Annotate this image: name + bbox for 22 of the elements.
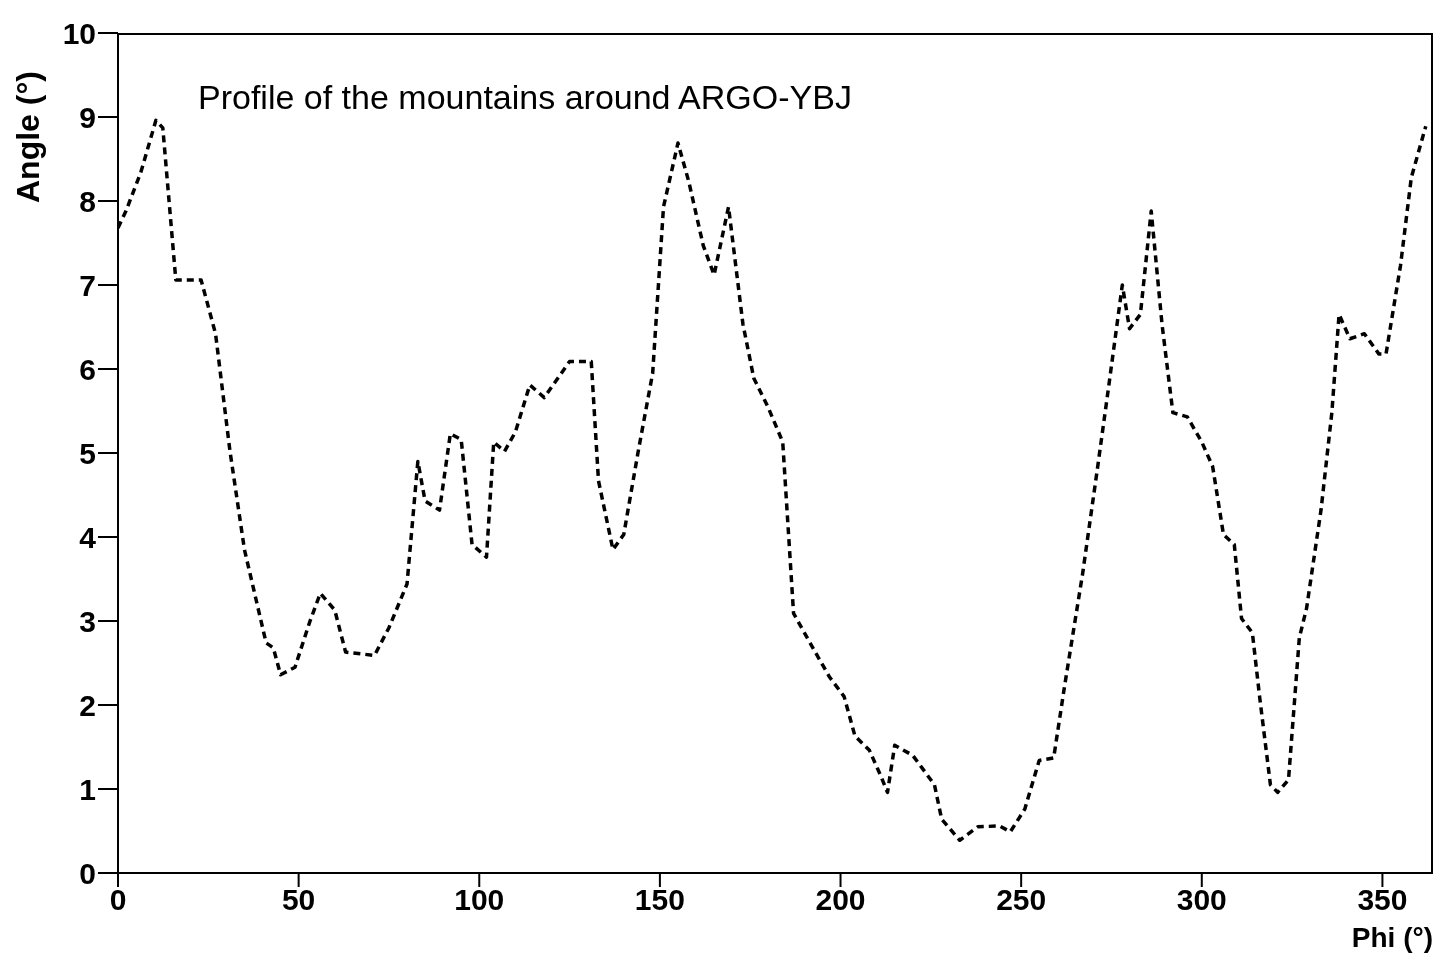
y-tick-label: 3 xyxy=(79,604,96,638)
y-tick-label: 1 xyxy=(79,772,96,806)
y-tick-label: 0 xyxy=(79,856,96,890)
y-axis-title: Angle (°) xyxy=(10,70,47,203)
text: Profile of the mountains around ARGO-YBJ xyxy=(198,78,852,117)
x-tick-label: 200 xyxy=(815,883,866,917)
y-tick-label: 4 xyxy=(79,520,97,554)
y-tick-label: 8 xyxy=(79,184,96,218)
x-tick-label: 50 xyxy=(281,883,316,917)
x-tick-label: 0 xyxy=(109,883,127,917)
x-tick-label: 350 xyxy=(1357,883,1408,917)
y-tick-label: 10 xyxy=(62,16,96,50)
x-axis-title: Phi (°) xyxy=(1351,922,1433,954)
y-tick-label: 7 xyxy=(79,268,96,302)
x-tick-label: 100 xyxy=(454,883,505,917)
x-tick-label: 250 xyxy=(996,883,1047,917)
y-tick-label: 9 xyxy=(79,100,96,134)
x-tick-label: 150 xyxy=(634,883,685,917)
x-tick-label: 300 xyxy=(1176,883,1227,917)
y-tick-label: 5 xyxy=(79,436,96,470)
y-tick-label: 6 xyxy=(79,352,96,386)
y-tick-label: 2 xyxy=(79,688,96,722)
